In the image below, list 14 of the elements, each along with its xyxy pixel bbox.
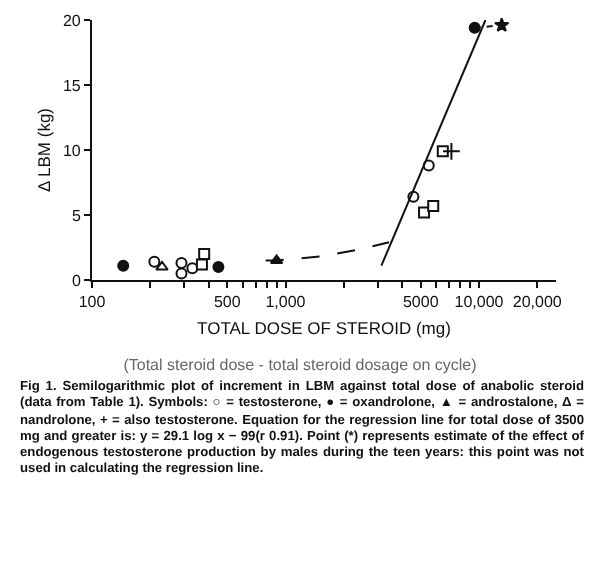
x-tick-label: 100 [78,293,107,312]
x-tick-label: 500 [213,293,242,312]
y-tick-label: 10 [62,141,82,160]
text: (Total steroid dose - total steroid dosage on cycle) [0,356,600,374]
y-tick-label: 20 [62,11,82,30]
x-tick-label: 5000 [402,293,440,312]
y-tick-label: 15 [62,76,82,95]
x-tick-label: 20,000 [512,293,563,312]
x-tick-label: 10,000 [454,293,505,312]
y-tick-label: 5 [71,206,82,225]
x-tick-label: 1,000 [265,293,307,312]
x-axis-title: TOTAL DOSE OF STEROID (mg) [197,318,452,339]
y-tick-label: 0 [71,271,82,290]
y-axis-title: Δ LBM (kg) [34,107,55,193]
